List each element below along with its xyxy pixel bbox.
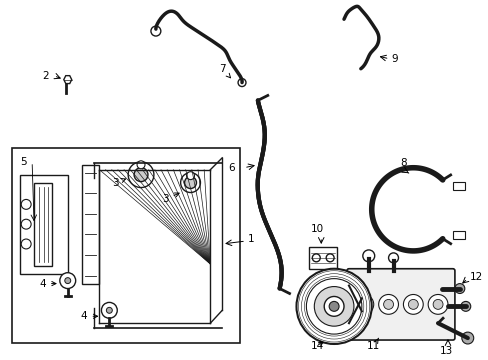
Bar (20, 175, 68, 274)
Circle shape (427, 294, 447, 314)
Circle shape (296, 269, 371, 344)
Circle shape (461, 332, 473, 344)
Circle shape (432, 300, 442, 309)
Circle shape (60, 273, 76, 288)
Circle shape (328, 301, 338, 311)
Text: 9: 9 (391, 54, 397, 64)
Text: 3: 3 (162, 193, 179, 204)
Text: 4: 4 (81, 311, 98, 321)
Bar (452, 181, 464, 189)
Circle shape (238, 78, 245, 86)
Circle shape (324, 297, 344, 316)
Polygon shape (63, 76, 72, 84)
Bar (34, 183, 52, 266)
Bar (309, 247, 336, 269)
Circle shape (378, 294, 398, 314)
Circle shape (460, 301, 470, 311)
Text: 2: 2 (42, 71, 49, 81)
Circle shape (358, 300, 368, 309)
Text: 12: 12 (469, 272, 482, 282)
Text: 13: 13 (439, 346, 452, 356)
Circle shape (180, 173, 200, 193)
Bar (452, 231, 464, 239)
Circle shape (403, 294, 422, 314)
Text: 4: 4 (39, 279, 56, 289)
Circle shape (134, 168, 148, 181)
Circle shape (362, 250, 374, 262)
Circle shape (454, 284, 464, 293)
Text: 7: 7 (219, 64, 230, 78)
Circle shape (106, 307, 112, 313)
Text: 10: 10 (310, 224, 323, 234)
Text: 11: 11 (366, 338, 380, 351)
Circle shape (64, 278, 71, 284)
Circle shape (101, 302, 117, 318)
Text: 1: 1 (247, 234, 254, 244)
Text: 6: 6 (228, 163, 235, 173)
Text: 3: 3 (112, 177, 125, 188)
Text: 14: 14 (310, 341, 323, 351)
Circle shape (186, 172, 194, 180)
Circle shape (128, 162, 154, 188)
FancyBboxPatch shape (346, 269, 454, 340)
Circle shape (353, 294, 373, 314)
Text: 5: 5 (20, 157, 27, 167)
Bar (12, 148, 240, 343)
Circle shape (184, 177, 196, 189)
Text: 8: 8 (399, 158, 406, 168)
Circle shape (388, 253, 398, 263)
Circle shape (137, 161, 144, 169)
Bar (81, 165, 99, 284)
Circle shape (407, 300, 417, 309)
Circle shape (383, 300, 393, 309)
Circle shape (151, 26, 161, 36)
Circle shape (314, 287, 353, 326)
